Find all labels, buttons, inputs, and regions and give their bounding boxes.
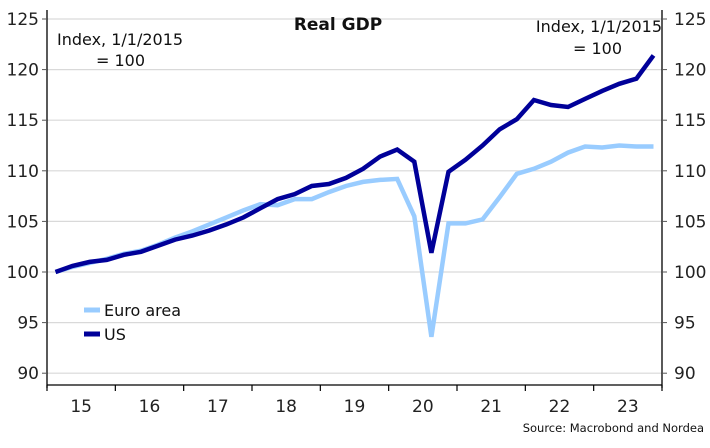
y-tick-label-right: 115 [674,111,706,131]
annotation-right-line2: = 100 [573,39,622,58]
y-tick-label-left: 105 [7,212,39,232]
y-tick-label-right: 110 [674,162,706,182]
gridlines [47,18,662,374]
y-tick-label-left: 100 [7,263,39,283]
legend: Euro area US [84,301,181,344]
axes [46,10,663,388]
x-tick-label: 17 [207,397,229,417]
x-axis: 15 16 17 18 19 20 21 22 23 [46,385,663,417]
series-line-us [54,54,656,275]
x-tick-label: 18 [275,397,297,417]
y-tick-label-left: 125 [7,10,39,30]
x-tick-label: 15 [70,397,92,417]
y-tick-label-left: 120 [7,61,39,81]
y-tick-label-left: 115 [7,111,39,131]
source-note: Source: Macrobond and Nordea [523,421,704,435]
y-tick-label-right: 90 [674,364,696,384]
x-tick-label: 16 [139,397,161,417]
y-tick-label-right: 95 [674,314,696,334]
y-axis-right: 90 95 100 105 110 115 120 125 [662,10,706,384]
y-tick-label-right: 120 [674,61,706,81]
x-tick-label: 22 [549,397,571,417]
y-tick-label-left: 110 [7,162,39,182]
legend-label-us: US [104,325,126,344]
x-tick-label: 20 [412,397,434,417]
y-tick-label-left: 90 [17,364,39,384]
y-tick-label-right: 125 [674,10,706,30]
legend-label-euro-area: Euro area [104,301,181,320]
x-tick-label: 21 [480,397,502,417]
y-tick-label-left: 95 [17,314,39,334]
x-tick-label: 19 [344,397,366,417]
annotation-left-line2: = 100 [96,51,145,70]
chart-title: Real GDP [294,15,382,35]
y-tick-label-right: 105 [674,212,706,232]
y-tick-label-right: 100 [674,263,706,283]
annotation-right-line1: Index, 1/1/2015 [536,17,662,36]
annotation-left-line1: Index, 1/1/2015 [57,30,183,49]
series-lines [54,54,656,338]
y-axis-left: 90 95 100 105 110 115 120 125 [7,10,47,384]
x-tick-label: 23 [617,397,639,417]
